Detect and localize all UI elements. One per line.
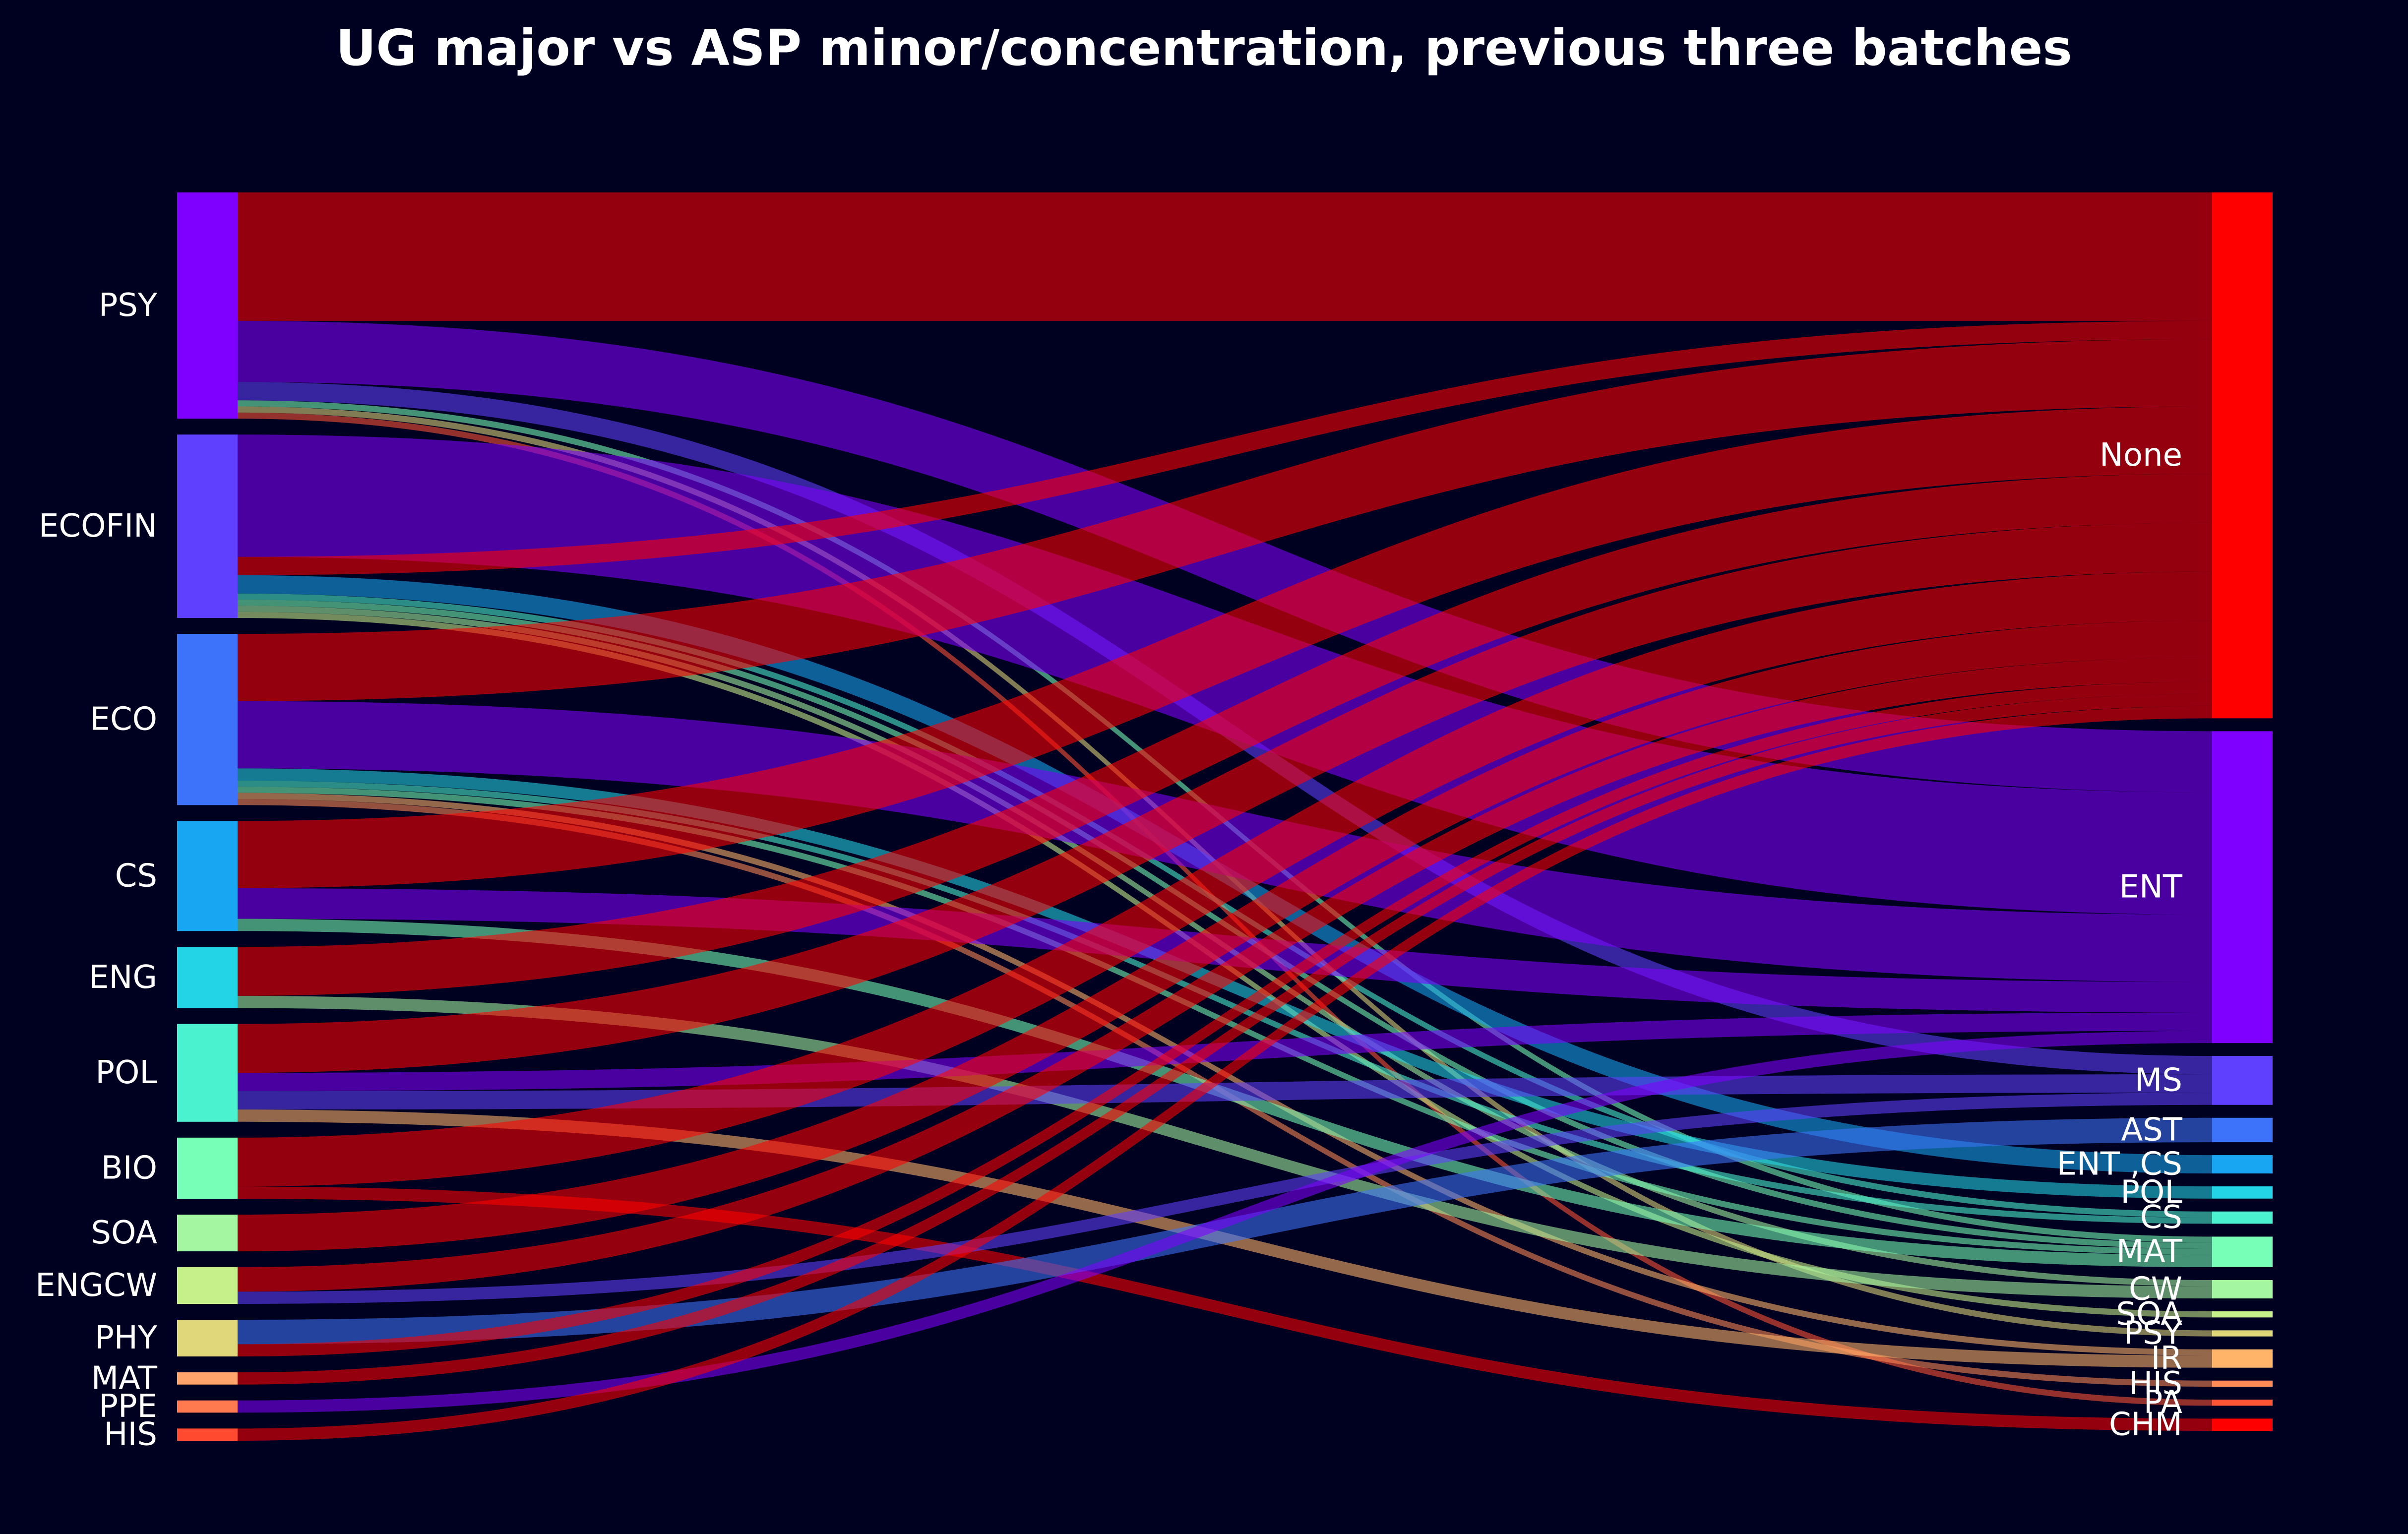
chart-title: UG major vs ASP minor/concentration, pre… xyxy=(336,19,2072,77)
sankey-link xyxy=(238,320,2212,575)
sankey-link xyxy=(238,780,2212,1224)
target-node-bar xyxy=(2212,1211,2273,1224)
target-node-label: HIS xyxy=(2129,1365,2182,1402)
target-node-label: CW xyxy=(2129,1271,2182,1308)
target-node-label: ENT ,CS xyxy=(2057,1146,2182,1183)
target-node-bar xyxy=(2212,1236,2273,1268)
source-node-bar xyxy=(177,434,238,618)
source-node-bar xyxy=(177,1428,238,1441)
sankey-link xyxy=(238,339,2212,701)
source-node-bar xyxy=(177,1137,238,1199)
sankey-link xyxy=(238,657,2212,1292)
sankey-link xyxy=(238,701,2212,982)
sankey-link xyxy=(238,620,2212,1252)
target-node-label: CHM xyxy=(2109,1407,2182,1443)
target-node-bar xyxy=(2212,1280,2273,1299)
target-node-bar xyxy=(2212,192,2273,719)
source-node-bar xyxy=(177,1400,238,1413)
target-node-bar xyxy=(2212,1349,2273,1368)
source-node-label: ENG xyxy=(89,959,157,996)
sankey-link xyxy=(238,593,2212,1218)
source-node-bar xyxy=(177,947,238,1008)
source-node-label: MAT xyxy=(91,1360,158,1397)
target-node-label: ENT xyxy=(2119,869,2183,906)
target-node-bar xyxy=(2212,1056,2273,1105)
source-node-bar xyxy=(177,634,238,805)
target-node-label: SOA xyxy=(2116,1296,2182,1333)
sankey-link xyxy=(238,571,2212,1187)
source-node-bar xyxy=(177,1320,238,1357)
target-node-label: AST xyxy=(2121,1111,2183,1148)
sankey-link xyxy=(238,1012,2212,1092)
sankey-link xyxy=(238,192,2212,321)
sankey-link xyxy=(238,1186,2212,1431)
sankey-link xyxy=(238,995,2212,1299)
sankey-link xyxy=(238,1117,2212,1345)
target-node-label: POL xyxy=(2120,1174,2182,1211)
target-node-label: PA xyxy=(2144,1384,2183,1421)
source-node-bar xyxy=(177,821,238,931)
source-node-label: PPE xyxy=(99,1388,157,1425)
target-node-label: MAT xyxy=(2116,1233,2183,1270)
sankey-link xyxy=(238,681,2212,1357)
target-node-bar xyxy=(2212,1400,2273,1406)
sankey-link xyxy=(238,412,2212,1406)
sankey-link xyxy=(238,1031,2212,1413)
source-node-label: ECOFIN xyxy=(39,508,157,545)
source-node-label: SOA xyxy=(91,1215,157,1251)
source-node-label: HIS xyxy=(104,1416,157,1453)
source-node-bar xyxy=(177,1024,238,1122)
target-node-label: MS xyxy=(2135,1062,2182,1099)
sankey-link xyxy=(238,694,2212,1385)
sankey-link xyxy=(238,706,2212,1441)
target-node-bar xyxy=(2212,1330,2273,1337)
target-node-bar xyxy=(2212,1380,2273,1387)
source-node-label: POL xyxy=(95,1054,157,1091)
target-node-bar xyxy=(2212,1155,2273,1174)
sankey-links xyxy=(238,192,2212,1441)
source-node-label: PSY xyxy=(99,287,158,324)
source-node-label: CS xyxy=(115,858,157,894)
target-node-bar xyxy=(2212,731,2273,1043)
source-node-bar xyxy=(177,192,238,419)
sankey-link xyxy=(238,320,2212,793)
sankey-link xyxy=(238,406,2212,888)
target-node-bar xyxy=(2212,1418,2273,1431)
source-node-label: ECO xyxy=(90,701,158,738)
sankey-link xyxy=(238,522,2212,1073)
target-node-bar xyxy=(2212,1311,2273,1318)
target-node-label: CS xyxy=(2140,1199,2182,1236)
target-node-label: IR xyxy=(2151,1340,2182,1377)
source-node-label: ENGCW xyxy=(35,1267,157,1304)
target-node-label: None xyxy=(2099,437,2182,474)
source-node-bar xyxy=(177,1372,238,1385)
target-node-bar xyxy=(2212,1117,2273,1143)
source-node-label: PHY xyxy=(95,1320,158,1356)
source-node-label: BIO xyxy=(101,1150,157,1186)
sankey-nodes xyxy=(177,192,2273,1441)
sankey-link xyxy=(238,1093,2212,1304)
target-node-bar xyxy=(2212,1186,2273,1199)
target-node-label: PSY xyxy=(2124,1315,2183,1352)
sankey-labels: PSYECOFINECOCSENGPOLBIOSOAENGCWPHYMATPPE… xyxy=(35,287,2183,1453)
source-node-bar xyxy=(177,1267,238,1304)
sankey-link xyxy=(238,474,2212,996)
source-node-bar xyxy=(177,1215,238,1252)
